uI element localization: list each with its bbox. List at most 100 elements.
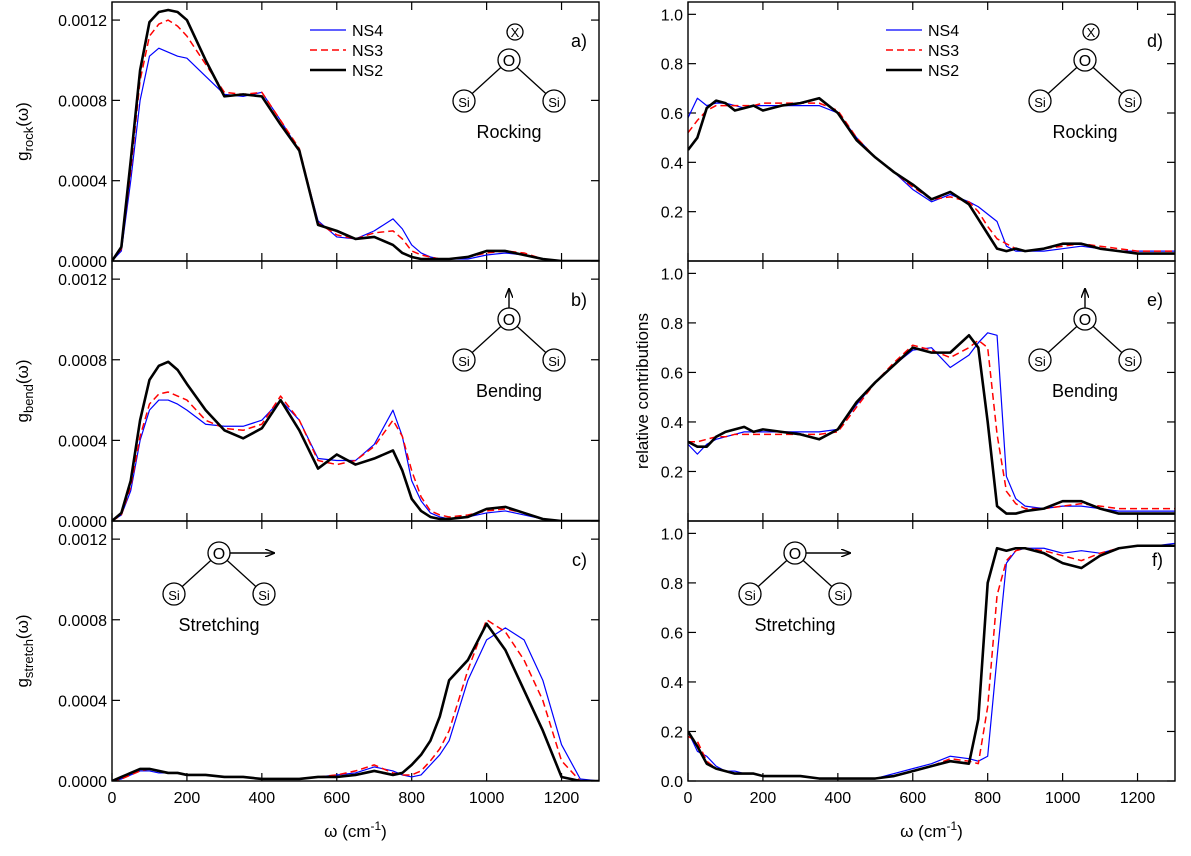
- x-tick-label: 200: [174, 790, 201, 807]
- y-tick-label: 0.0008: [58, 353, 107, 370]
- x-tick-label: 200: [750, 790, 777, 807]
- y-tick-label: 1.0: [661, 266, 683, 283]
- atom-label: O: [213, 546, 225, 563]
- y-axis-label-end: (ω): [13, 102, 32, 127]
- x-tick-label: 1000: [1045, 790, 1081, 807]
- atom-label: O: [503, 53, 515, 70]
- atom-label: Si: [1034, 95, 1046, 110]
- y-axis-label-sub: bend: [21, 384, 36, 413]
- atom-label: X: [1087, 25, 1096, 40]
- x-axis-label-end: ): [957, 822, 963, 841]
- atom-label: Si: [168, 588, 180, 603]
- plot-frame: [687, 520, 1176, 782]
- atom: [1028, 348, 1052, 372]
- y-tick-label: 0.6: [661, 625, 683, 642]
- x-axis-label-sup: -1: [370, 819, 381, 833]
- y-tick-label: 1.0: [661, 7, 683, 24]
- line-series: [688, 545, 1175, 780]
- diagram-caption: Bending: [476, 381, 542, 401]
- x-tick-label: 1200: [1120, 790, 1156, 807]
- line-series: [112, 627, 599, 781]
- atom-label: Si: [548, 354, 560, 369]
- diagram-caption: Stretching: [178, 615, 259, 635]
- y-axis-label: relative contributions: [633, 313, 652, 469]
- y-axis-label: gstretch(ω): [13, 614, 36, 687]
- panel-label: f): [1152, 550, 1163, 570]
- legend-label: NS2: [928, 63, 959, 80]
- line-series: [112, 8, 599, 261]
- y-tick-label: 0.0000: [58, 514, 107, 531]
- atom: [828, 582, 852, 606]
- y-tick-label: 0.8: [661, 316, 683, 333]
- y-tick-label: 0.0000: [58, 254, 107, 271]
- atom: [452, 348, 476, 372]
- line-series: [112, 391, 599, 521]
- plot-frame: [111, 520, 600, 782]
- atom: [1028, 89, 1052, 113]
- x-tick-label: 400: [248, 790, 275, 807]
- line-series: [112, 19, 599, 261]
- y-axis-label-end: (ω): [13, 360, 32, 385]
- legend-label: NS3: [352, 43, 383, 60]
- y-tick-label: 0.6: [661, 106, 683, 123]
- atom-label: Si: [1034, 354, 1046, 369]
- legend-label: NS3: [928, 43, 959, 60]
- y-tick-label: 0.4: [661, 155, 683, 172]
- line-series: [112, 619, 599, 781]
- panel-label: a): [571, 31, 587, 51]
- atom: [1082, 23, 1100, 41]
- x-axis-label-end: ): [381, 822, 387, 841]
- y-axis-label: grock(ω): [13, 102, 36, 161]
- panel-label: e): [1147, 290, 1163, 310]
- atom-label: Si: [258, 588, 270, 603]
- y-tick-label: 0.2: [661, 205, 683, 222]
- atom: [1118, 89, 1142, 113]
- x-tick-label: 1200: [544, 790, 580, 807]
- y-axis-label: gbend(ω): [13, 360, 36, 423]
- line-series: [112, 622, 599, 781]
- atom-label: O: [1079, 312, 1091, 329]
- y-tick-label: 0.2: [661, 724, 683, 741]
- y-tick-label: 0.8: [661, 576, 683, 593]
- y-tick-label: 1.0: [661, 526, 683, 543]
- atom-label: Si: [1124, 95, 1136, 110]
- y-tick-label: 0.0004: [58, 693, 107, 710]
- y-tick-label: 0.4: [661, 675, 683, 692]
- atom-label: O: [1079, 53, 1091, 70]
- x-tick-label: 0: [108, 790, 117, 807]
- atom: [542, 348, 566, 372]
- line-series: [688, 97, 1175, 252]
- atom-label: Si: [1124, 354, 1136, 369]
- y-axis-label-sub: stretch: [21, 639, 36, 678]
- x-axis-label-sup: -1: [946, 819, 957, 833]
- y-tick-label: 0.0008: [58, 93, 107, 110]
- atom-label: Si: [548, 95, 560, 110]
- line-series: [688, 332, 1175, 512]
- atom: [162, 582, 186, 606]
- line-series: [688, 339, 1175, 510]
- y-tick-label: 0.0012: [58, 13, 107, 30]
- legend-label: NS4: [928, 23, 959, 40]
- y-tick-label: 0.0012: [58, 272, 107, 289]
- atom: [252, 582, 276, 606]
- x-tick-label: 800: [398, 790, 425, 807]
- atom: [738, 582, 762, 606]
- x-axis-label-main: ω (cm: [900, 822, 946, 841]
- y-tick-label: 0.0008: [58, 613, 107, 630]
- y-tick-label: 0.2: [661, 464, 683, 481]
- atom-label: X: [511, 25, 520, 40]
- line-series: [112, 399, 599, 521]
- line-series: [112, 360, 599, 521]
- atom-label: Si: [834, 588, 846, 603]
- y-axis-label-sub: rock: [21, 126, 36, 151]
- y-tick-label: 0.8: [661, 57, 683, 74]
- y-tick-label: 0.0: [661, 774, 683, 791]
- diagram-caption: Stretching: [754, 615, 835, 635]
- atom: [1118, 348, 1142, 372]
- line-series: [688, 544, 1175, 780]
- y-axis-label-main: g: [13, 413, 32, 422]
- x-tick-label: 0: [684, 790, 693, 807]
- atom: [1073, 48, 1097, 72]
- y-axis-label-main: g: [13, 151, 32, 160]
